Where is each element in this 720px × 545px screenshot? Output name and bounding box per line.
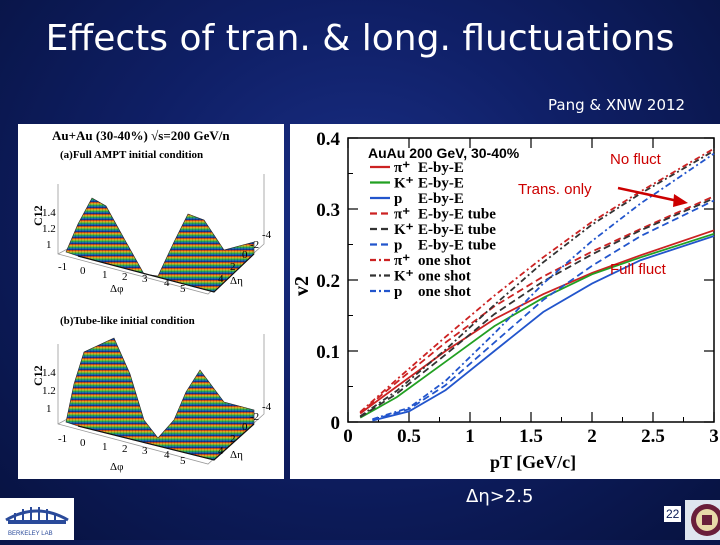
page-number: 22 — [664, 506, 682, 522]
slide-title: Effects of tran. & long. fluctuations — [45, 18, 675, 59]
panel-a-etalabel: Δη — [230, 275, 243, 287]
panel-b-etalabel: Δη — [230, 449, 243, 461]
panel-b-etatick: -2 — [250, 411, 259, 423]
legend-label: E-by-E — [418, 191, 464, 207]
y-tick-label: 0 — [331, 413, 341, 434]
series-line — [359, 229, 715, 415]
legend-particle: p — [394, 191, 402, 207]
panel-b-label: (b)Tube-like initial condition — [60, 315, 195, 327]
panel-b-phitick: -1 — [58, 433, 67, 445]
panel-a-phitick: 4 — [164, 277, 170, 289]
series-line — [372, 199, 715, 421]
panel-b-ztick-1: 1.4 — [42, 367, 56, 379]
legend-particle: p — [394, 284, 402, 300]
logo-text: BERKELEY LAB — [8, 531, 53, 537]
legend-particle: K⁺ — [394, 176, 414, 192]
y-tick-label: 0.2 — [316, 271, 340, 292]
legend-particle: K⁺ — [394, 222, 414, 238]
panel-b-phitick: 0 — [80, 437, 86, 449]
series-line — [359, 147, 715, 413]
x-tick-label: 2.5 — [641, 426, 665, 447]
annotation-full-fluct: Full fluct — [610, 261, 667, 278]
legend-label: E-by-E — [418, 176, 464, 192]
panel-b-phitick: 3 — [142, 445, 148, 457]
series-line — [359, 195, 715, 414]
x-tick-label: 1 — [465, 426, 475, 447]
panel-a-phitick: 5 — [180, 283, 186, 295]
legend-particle: π⁺ — [394, 207, 410, 223]
panel-a-phitick: -1 — [58, 261, 67, 273]
panel-b-etatick: -4 — [262, 401, 272, 413]
annotation-trans-only: Trans. only — [518, 181, 592, 198]
panel-a-ztick-2: 1.2 — [42, 223, 56, 235]
x-tick-label: 1.5 — [519, 426, 543, 447]
panel-b-phitick: 1 — [102, 441, 108, 453]
annotation-no-fluct: No fluct — [610, 151, 662, 168]
y-tick-label: 0.3 — [316, 200, 340, 221]
panel-a-surface — [57, 174, 265, 295]
y-tick-label: 0.1 — [316, 342, 340, 363]
legend-label: E-by-E tube — [418, 222, 496, 238]
legend-particle: π⁺ — [394, 160, 410, 176]
legend-particle: π⁺ — [394, 253, 410, 269]
y-axis-label: v2 — [291, 276, 313, 296]
university-seal-icon — [685, 500, 720, 540]
panel-a-phitick: 3 — [142, 273, 148, 285]
legend-label: one shot — [418, 269, 471, 285]
series-line — [359, 197, 715, 418]
panel-b-etatick: 2 — [230, 433, 236, 445]
legend-label: E-by-E tube — [418, 207, 496, 223]
series-line — [372, 152, 715, 421]
v2-chart: 0 0.5 1 1.5 2 2.5 3 0 0.1 0.2 0.3 0.4 v2 pT [GeV/c]… — [291, 129, 719, 472]
panel-b-phitick: 2 — [122, 443, 128, 455]
panel-b-etatick: 0 — [242, 421, 248, 433]
slide-credit: Pang & XNW 2012 — [548, 96, 686, 114]
correlation-surface-figure: Au+Au (30-40%) √s=200 GeV/n (a)Full AMPT… — [31, 128, 272, 473]
series-line — [359, 232, 715, 419]
legend-title: AuAu 200 GeV, 30-40% — [368, 145, 520, 161]
panel-a-etatick: 2 — [230, 261, 236, 273]
legend-label: one shot — [418, 253, 471, 269]
legend-label: E-by-E — [418, 160, 464, 176]
x-tick-label: 2 — [587, 426, 597, 447]
x-tick-label: 0.5 — [397, 426, 421, 447]
correlation-surface-panel: Au+Au (30-40%) √s=200 GeV/n (a)Full AMPT… — [18, 124, 284, 479]
v2-chart-panel: 0 0.5 1 1.5 2 2.5 3 0 0.1 0.2 0.3 0.4 v2 pT [GeV/c]… — [290, 124, 720, 479]
legend-particle: p — [394, 238, 402, 254]
panel-a-phitick: 2 — [122, 271, 128, 283]
panel-a-etatick: -2 — [250, 239, 259, 251]
y-tick-label: 0.4 — [316, 129, 340, 150]
berkeley-lab-logo: BERKELEY LAB — [0, 498, 74, 540]
panel-a-etatick: 4 — [218, 273, 224, 285]
panel-a-phitick: 1 — [102, 269, 108, 281]
panel-b-zlabel: C12 — [31, 365, 45, 386]
panel-b-phitick: 4 — [164, 449, 170, 461]
legend-particle: K⁺ — [394, 269, 414, 285]
panel-a-ztick-3: 1 — [46, 239, 52, 251]
panel-b-philabel: Δφ — [110, 461, 123, 473]
legend-label: one shot — [418, 284, 471, 300]
x-tick-label: 0 — [343, 426, 353, 447]
panel-b-ztick-3: 1 — [46, 403, 52, 415]
panel-a-label: (a)Full AMPT initial condition — [60, 149, 203, 161]
panel-a-phitick: 0 — [80, 265, 86, 277]
panel-a-etatick: 0 — [242, 249, 248, 261]
left-panel-header: Au+Au (30-40%) √s=200 GeV/n — [52, 128, 230, 143]
x-tick-label: 3 — [709, 426, 719, 447]
panel-b-phitick: 5 — [180, 455, 186, 467]
x-axis-label: pT [GeV/c] — [490, 452, 576, 472]
panel-a-ztick-1: 1.4 — [42, 207, 56, 219]
panel-b-ztick-2: 1.2 — [42, 385, 56, 397]
legend-label: E-by-E tube — [418, 238, 496, 254]
eta-gap-note: Δη>2.5 — [466, 486, 534, 507]
panel-b-surface — [57, 334, 265, 465]
panel-a-philabel: Δφ — [110, 283, 123, 295]
series-line — [372, 235, 715, 422]
panel-a-zlabel: C12 — [31, 205, 45, 226]
panel-a-etatick: -4 — [262, 229, 272, 241]
panel-b-etatick: 4 — [218, 445, 224, 457]
annotation-arrow — [617, 186, 688, 207]
